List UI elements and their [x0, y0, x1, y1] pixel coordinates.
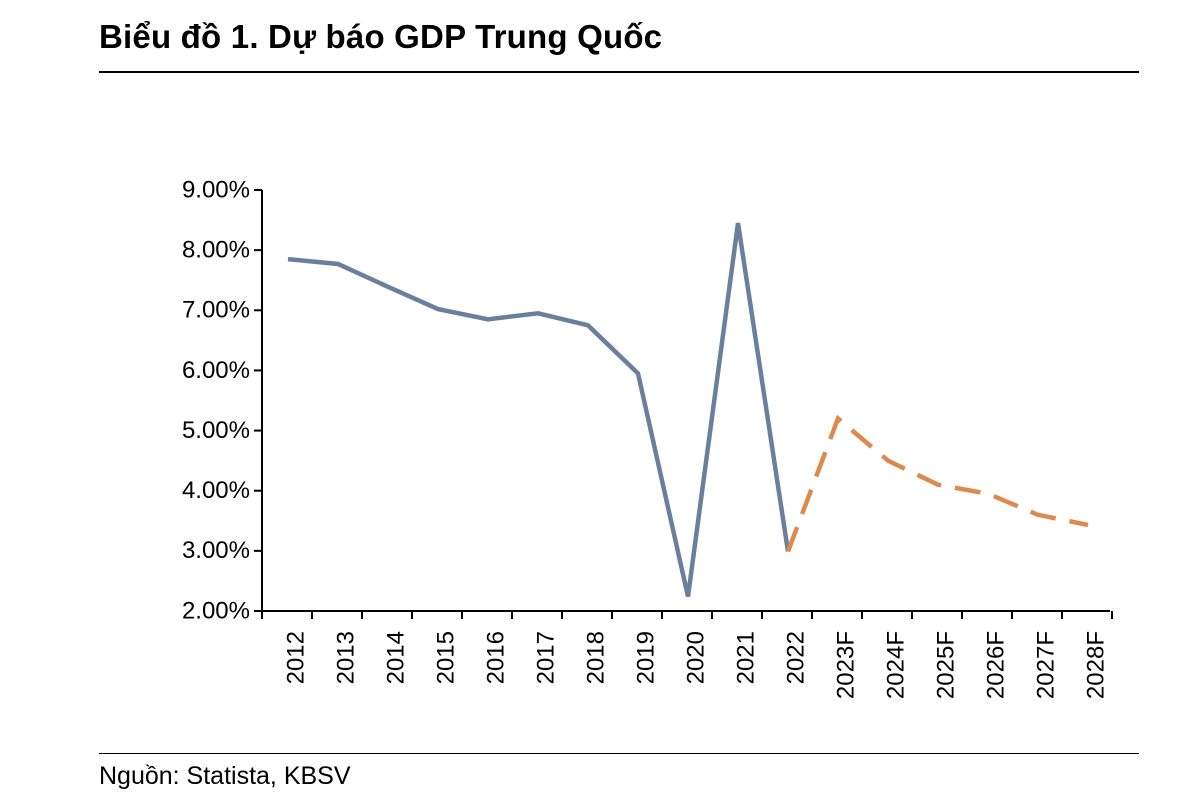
- x-tick-label: 2020: [682, 631, 709, 684]
- x-tick-label: 2018: [582, 631, 609, 684]
- y-tick-label: 2.00%: [182, 597, 250, 624]
- series-line-forecast: [785, 414, 1089, 553]
- x-tick-label: 2019: [632, 631, 659, 684]
- y-tick-label: 6.00%: [182, 357, 250, 384]
- chart-title: Biểu đồ 1. Dự báo GDP Trung Quốc: [99, 18, 663, 55]
- y-tick-label: 9.00%: [182, 176, 250, 203]
- series-group: [287, 222, 1089, 598]
- x-tick-label: 2021: [732, 631, 759, 684]
- source-note: Nguồn: Statista, KBSV: [99, 762, 351, 790]
- x-tick-label: 2025F: [932, 631, 959, 699]
- y-tick-label: 7.00%: [182, 297, 250, 324]
- x-tick-label: 2014: [382, 631, 409, 684]
- x-tick-label: 2017: [532, 631, 559, 684]
- x-tick-label: 2015: [432, 631, 459, 684]
- title-divider: [99, 71, 1139, 73]
- x-tick-label: 2012: [282, 631, 309, 684]
- x-tick-label: 2022: [782, 631, 809, 684]
- series-line-actual: [287, 222, 791, 598]
- x-tick-label: 2027F: [1032, 631, 1059, 699]
- y-axis: 2.00% 3.00% 4.00% 5.00% 6.00% 7.00% 8.00% 9.00%: [182, 176, 263, 624]
- y-tick-label: 5.00%: [182, 417, 250, 444]
- y-tick-label: 3.00%: [182, 537, 250, 564]
- source-divider: [99, 753, 1139, 754]
- series-actual: [287, 222, 791, 598]
- y-tick-label: 8.00%: [182, 236, 250, 263]
- x-axis: 2012 2013 2014 2015 2016 2017 2018 2019 2020 2021…: [261, 610, 1113, 699]
- x-tick-label: 2013: [332, 631, 359, 684]
- x-tick-label: 2024F: [882, 631, 909, 699]
- x-tick-label: 2023F: [832, 631, 859, 699]
- x-tick-label: 2026F: [982, 631, 1009, 699]
- y-tick-label: 4.00%: [182, 477, 250, 504]
- x-tick-label: 2016: [482, 631, 509, 684]
- x-tick-label: 2028F: [1082, 631, 1109, 699]
- series-forecast: [785, 414, 1089, 553]
